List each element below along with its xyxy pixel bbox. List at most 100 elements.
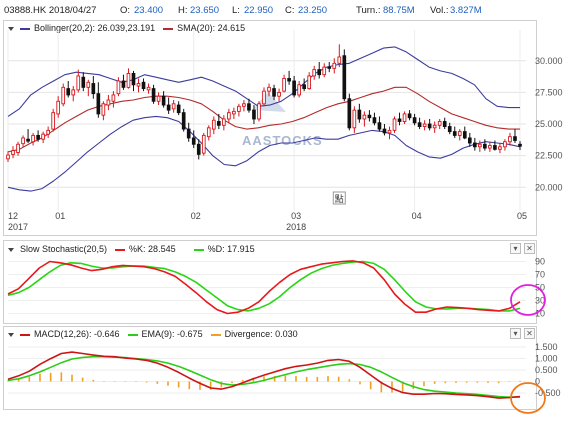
candle-body [151, 88, 156, 102]
sma-swatch [163, 27, 174, 30]
candle-body [347, 98, 352, 129]
candle-body [307, 75, 312, 90]
candle-body [31, 134, 35, 143]
x-month-label: 04 [412, 211, 422, 221]
x-year-label: 2017 [8, 222, 28, 232]
stochastic-settings-icon[interactable]: ▾ [510, 243, 521, 254]
candle-body [111, 94, 116, 102]
y-tick-label: 30.000 [535, 56, 563, 66]
candle-body [272, 88, 276, 97]
candle-body [422, 123, 427, 128]
candle-body [91, 83, 96, 95]
stochastic-close-icon[interactable]: ✕ [524, 243, 535, 254]
candle-body [322, 66, 327, 76]
candle-body [412, 117, 417, 124]
divergence-legend: Divergence: 0.030 [224, 329, 298, 339]
dropdown-arrow-icon[interactable] [8, 247, 14, 252]
candle-body [222, 118, 226, 126]
stochastic-name: Slow Stochastic(20,5) [20, 244, 108, 254]
candle-body [437, 121, 442, 126]
highlight-circle [510, 382, 546, 414]
candle-body [96, 93, 101, 115]
candle-body [126, 72, 131, 88]
candle-body [46, 129, 50, 135]
candle-body [76, 75, 81, 91]
candle-body [252, 109, 256, 120]
candle-body [447, 126, 452, 133]
candle-body [176, 104, 181, 114]
high-label: H: [178, 5, 188, 16]
macd-line [7, 351, 521, 399]
y-tick-label: 30 [535, 296, 545, 306]
candle-body [166, 104, 171, 111]
candle-body [267, 86, 271, 92]
candle-body [472, 142, 477, 148]
y-tick-label: 70 [535, 270, 545, 280]
candle-body [397, 118, 402, 122]
bollinger-swatch [20, 27, 30, 30]
macd-settings-icon[interactable]: ▾ [510, 328, 521, 339]
price-legend: Bollinger(20,2): 26.039,23.191 SMA(20): 2… [8, 21, 245, 35]
candle-body [367, 114, 372, 119]
candle-body [352, 109, 357, 129]
symbol-date: 03888.HK 2018/04/27 [4, 5, 97, 16]
macd-legend: MACD(12,26): -0.646 EMA(9): -0.675 Diverge… [8, 327, 298, 341]
candle-body [317, 69, 322, 76]
candle-body [513, 136, 517, 141]
candle-body [156, 95, 161, 102]
x-month-label: 02 [191, 211, 201, 221]
watermark-text: AASTOCKS [242, 133, 323, 148]
k-swatch [115, 248, 126, 251]
stoch-k-line [7, 260, 521, 315]
bollinger-legend: Bollinger(20,2): 26.039,23.191 [34, 23, 156, 33]
candle-body [417, 122, 422, 128]
y-tick-label: 50 [535, 283, 545, 293]
candle-body [498, 146, 502, 150]
dropdown-arrow-icon[interactable] [8, 26, 14, 31]
quote-header: 03888.HK 2018/04/27 O: 23.400 H: 23.650 … [0, 0, 570, 20]
dropdown-arrow-icon[interactable] [8, 332, 14, 337]
macd-close-icon[interactable]: ✕ [524, 328, 535, 339]
candle-body [161, 95, 166, 106]
candle-body [493, 145, 497, 150]
candle-body [292, 80, 296, 96]
candle-body [11, 150, 15, 155]
candle-body [387, 129, 392, 134]
candle-body [41, 133, 45, 140]
sma-legend: SMA(20): 24.615 [177, 23, 246, 33]
candle-body [287, 78, 291, 82]
y-tick-label: 1.000 [535, 354, 558, 364]
x-year-label: 2018 [286, 222, 306, 232]
candle-body [6, 154, 10, 160]
candle-body [402, 113, 407, 122]
macd-name: MACD(12,26): -0.646 [34, 329, 120, 339]
candle-body [171, 103, 176, 110]
candle-body [327, 66, 332, 69]
y-tick-label: 25.000 [535, 119, 563, 129]
y-tick-label: 22.500 [535, 151, 563, 161]
candle-body [282, 78, 286, 92]
candle-body [242, 103, 246, 107]
candle-body [342, 55, 347, 100]
candle-body [427, 123, 432, 129]
low-label: L: [232, 5, 240, 16]
candle-body [452, 131, 457, 136]
highlight-circle [510, 284, 546, 316]
candle-body [508, 136, 512, 143]
y-tick-label: -0.500 [535, 388, 561, 398]
candle-body [297, 84, 301, 96]
candle-body [232, 110, 236, 115]
turnover-value: 88.75M [383, 5, 415, 16]
candle-body [337, 56, 342, 64]
candle-body [483, 143, 487, 149]
candle-body [201, 134, 206, 154]
macd-panel [3, 326, 537, 410]
candle-body [131, 72, 136, 86]
stochastic-legend: Slow Stochastic(20,5) %K: 28.545 %D: 17.91… [8, 242, 255, 256]
candle-body [16, 143, 20, 153]
candle-body [146, 86, 151, 91]
d-legend: %D: 17.915 [207, 244, 255, 254]
macd-ema-line [7, 355, 521, 399]
close-value: 23.250 [298, 5, 328, 16]
